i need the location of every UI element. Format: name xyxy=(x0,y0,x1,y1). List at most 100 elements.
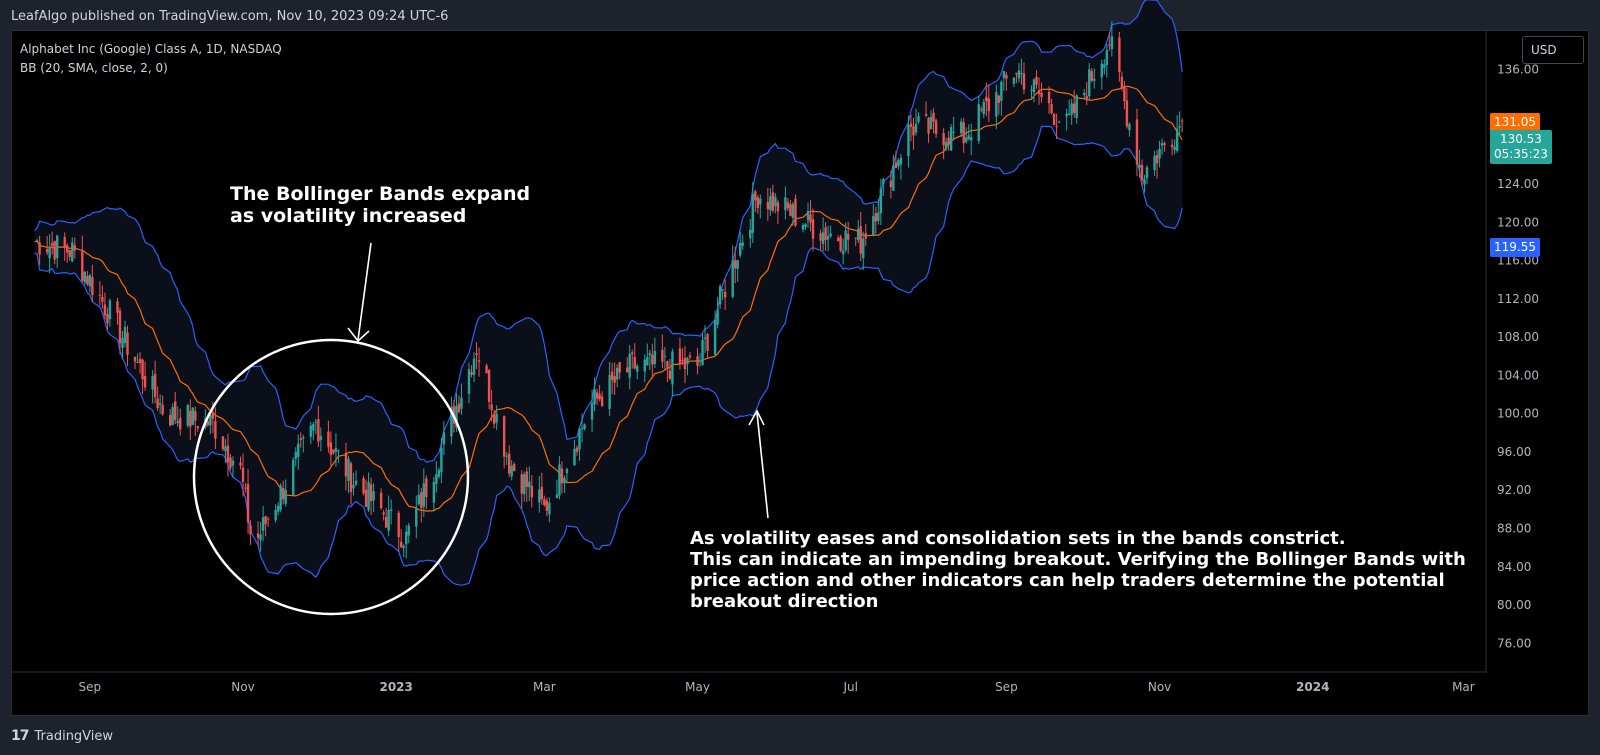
basis-line xyxy=(34,85,1183,512)
candle-body xyxy=(1123,86,1126,102)
candle-body xyxy=(309,425,313,437)
candle-body xyxy=(98,294,102,296)
candle-body xyxy=(317,419,320,442)
publisher-text: LeafAlgo published on TradingView.com, N… xyxy=(11,9,449,24)
candle-body xyxy=(467,369,471,394)
candle-body xyxy=(470,371,473,375)
y-tick-label: 120.00 xyxy=(1497,215,1539,229)
candle-body xyxy=(1153,155,1156,171)
candle-body xyxy=(402,545,405,549)
candle-body xyxy=(872,216,875,236)
candle-body xyxy=(334,448,338,452)
candle-body xyxy=(405,531,408,545)
candle-body xyxy=(894,162,898,168)
candle-body xyxy=(397,512,400,538)
candle-body xyxy=(528,481,531,488)
candle-body xyxy=(613,376,616,383)
currency-button[interactable]: USD xyxy=(1522,36,1584,64)
candle-body xyxy=(186,405,189,426)
candle-body xyxy=(749,229,752,238)
candle-body xyxy=(68,250,71,258)
candle-body xyxy=(435,474,438,484)
candle-body xyxy=(1002,71,1006,78)
candle-body xyxy=(91,277,94,296)
candle-body xyxy=(846,233,850,240)
candle-body xyxy=(1163,143,1166,146)
candle-body xyxy=(241,467,245,482)
candle-body xyxy=(608,375,611,409)
candle-body xyxy=(784,197,787,211)
candle-body xyxy=(502,416,506,457)
candle-body xyxy=(1125,100,1129,127)
candle-body xyxy=(101,296,104,302)
candle-body xyxy=(829,233,832,237)
candle-body xyxy=(859,226,862,254)
bar-countdown: 05:35:23 xyxy=(1494,147,1548,161)
y-tick-label: 88.00 xyxy=(1497,521,1531,535)
candle-body xyxy=(477,360,481,362)
candle-body xyxy=(174,401,177,421)
candle-body xyxy=(123,326,127,343)
candle-body xyxy=(538,489,541,503)
candle-body xyxy=(457,403,461,412)
candle-body xyxy=(1022,73,1026,90)
candle-body xyxy=(854,237,857,239)
candle-body xyxy=(540,486,544,500)
candle-body xyxy=(417,494,420,505)
candle-body xyxy=(312,423,315,431)
candle-body xyxy=(1145,167,1149,179)
candle-body xyxy=(327,431,330,447)
x-tick-label: 2023 xyxy=(379,680,412,694)
candle-body xyxy=(1120,76,1124,89)
candle-body xyxy=(1015,72,1018,75)
candle-body xyxy=(171,406,174,426)
candle-body xyxy=(932,112,935,122)
symbol-title[interactable]: Alphabet Inc (Google) Class A, 1D, NASDA… xyxy=(20,42,282,56)
candle-body xyxy=(590,402,594,420)
candle-body xyxy=(206,421,210,426)
candle-body xyxy=(229,457,232,468)
candle-body xyxy=(407,525,410,536)
candle-body xyxy=(610,371,614,381)
candle-body xyxy=(261,517,265,531)
candle-body xyxy=(1055,125,1058,127)
candle-body xyxy=(389,509,393,512)
candle-body xyxy=(716,309,719,325)
candle-body xyxy=(804,224,807,228)
candle-body xyxy=(141,359,144,380)
indicator-label[interactable]: BB (20, SMA, close, 2, 0) xyxy=(20,61,168,75)
candle-body xyxy=(530,485,533,498)
candle-body xyxy=(1140,165,1144,181)
candle-body xyxy=(914,123,918,133)
candle-body xyxy=(292,459,295,495)
candle-body xyxy=(666,361,669,368)
candle-body xyxy=(995,92,998,117)
candle-body xyxy=(1160,143,1164,146)
expand-arrow-shaft xyxy=(357,242,372,341)
candle-body xyxy=(256,533,260,538)
candle-body xyxy=(545,500,549,511)
candle-body xyxy=(967,135,970,140)
candle-body xyxy=(332,449,335,454)
candle-body xyxy=(1030,89,1033,92)
candle-body xyxy=(565,469,569,474)
candle-body xyxy=(882,179,885,184)
bollinger-band-fill xyxy=(34,0,1183,586)
candle-body xyxy=(874,213,878,222)
candle-body xyxy=(384,517,388,528)
candle-body xyxy=(224,446,227,452)
candle-body xyxy=(352,484,355,489)
candle-body xyxy=(555,494,559,498)
y-tick-label: 112.00 xyxy=(1497,292,1539,306)
candle-body xyxy=(701,339,704,366)
candle-body xyxy=(156,398,159,409)
candle-body xyxy=(239,462,242,466)
candle-body xyxy=(600,396,604,407)
tradingview-logo[interactable]: 17 TradingView xyxy=(11,728,113,744)
candle-body xyxy=(977,104,980,142)
candle-body xyxy=(364,489,368,507)
candle-body xyxy=(573,448,576,466)
candle-body xyxy=(718,286,722,305)
candle-body xyxy=(337,450,340,452)
